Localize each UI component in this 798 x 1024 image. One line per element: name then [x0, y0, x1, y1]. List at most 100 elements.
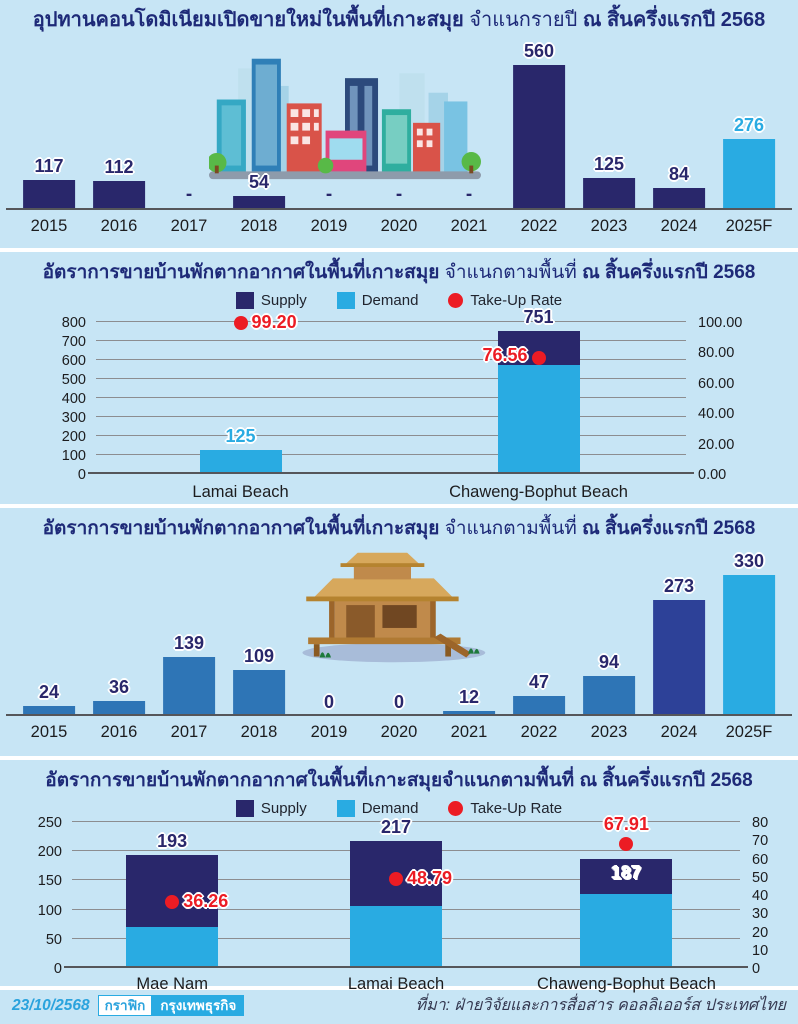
chart-legend: Supply Demand Take-Up Rate	[0, 796, 798, 820]
panel-divider	[0, 248, 798, 252]
x-axis-label: 2024	[660, 217, 698, 235]
x-axis-label: Chaweng-Bophut Beach	[449, 483, 628, 501]
villa-sales-chart-2: 250 200 150 100 50 0 80 70 60 50 40 30 20 10 0 193 36.26…	[38, 814, 768, 996]
right-axis-tick-label: 20.00	[698, 436, 735, 453]
bar-value-label: 0	[393, 692, 405, 712]
missing-value-dash: -	[325, 184, 333, 205]
missing-value-dash: -	[395, 184, 403, 205]
supply-bar	[580, 859, 673, 894]
publisher-badge: กราฟิก กรุงเทพธุรกิจ	[97, 995, 245, 1016]
x-axis-label: 2017	[170, 217, 208, 235]
legend-label: Supply	[260, 291, 307, 309]
right-axis-tick-label: 20	[752, 924, 769, 941]
takeup-rate-label: 48.79	[406, 867, 453, 888]
bar	[723, 575, 775, 716]
gridline	[96, 416, 686, 417]
left-axis-tick-label: 200	[37, 844, 62, 861]
bar-value-label: 273	[663, 576, 695, 596]
title-segment: อัตราการขายบ้านพักตากอากาศในพื้นที่เกาะส…	[45, 770, 580, 791]
panel-title: อัตราการขายบ้านพักตากอากาศในพื้นที่เกาะส…	[0, 252, 798, 286]
bar	[513, 696, 565, 716]
demand-swatch-icon	[336, 291, 355, 309]
bar	[653, 188, 705, 210]
panel-title: อัตราการขายบ้านพักตากอากาศในพื้นที่เกาะส…	[0, 760, 798, 794]
supply-bar	[126, 855, 219, 927]
demand-swatch-icon	[336, 799, 355, 817]
legend-label: Demand	[361, 291, 419, 309]
takeup-dot-icon	[448, 800, 464, 816]
legend-label: Take-Up Rate	[470, 291, 563, 309]
bar-value-label: 0	[323, 692, 335, 712]
demand-bar	[580, 894, 673, 968]
x-axis-label: 2016	[100, 723, 138, 741]
left-axis-tick-label: 100	[37, 902, 62, 919]
x-axis-label: 2021	[450, 217, 488, 235]
left-axis-tick-label: 400	[61, 391, 86, 407]
panel-title: อัตราการขายบ้านพักตากอากาศในพื้นที่เกาะส…	[0, 508, 798, 542]
x-axis-label: 2019	[310, 217, 348, 235]
gridline	[96, 359, 686, 360]
takeup-dot-icon	[448, 292, 464, 308]
x-axis-label: 2016	[100, 217, 138, 235]
x-axis-line	[6, 714, 792, 716]
legend-item-supply: Supply	[235, 291, 307, 309]
takeup-rate-dot	[531, 350, 546, 365]
title-segment: อุปทานคอนโดมิเนียมเปิดขายใหม่ในพื้นที่เก…	[32, 9, 470, 31]
bar	[163, 657, 215, 716]
legend-item-takeup: Take-Up Rate	[448, 292, 562, 309]
bar-value-label: 12	[458, 687, 480, 707]
legend-label: Demand	[361, 799, 419, 817]
right-axis-tick-label: 0	[752, 961, 761, 977]
missing-value-dash: -	[465, 184, 473, 205]
legend-item-takeup: Take-Up Rate	[448, 800, 562, 817]
bar-value-label: 560	[523, 41, 555, 61]
bar-value-label: 276	[733, 115, 765, 135]
bar-value-label: 125	[593, 154, 625, 174]
x-axis-label: 2019	[310, 723, 348, 741]
right-axis-tick-label: 40	[752, 888, 769, 904]
bar-value-label: 112	[104, 157, 134, 177]
source-credit: ที่มา: ฝ่ายวิจัยและการสื่อสาร คอลลิเออร์…	[415, 997, 786, 1014]
x-axis-label: 2021	[450, 723, 488, 741]
x-axis-label: 2025F	[725, 723, 773, 741]
bar-value-label: 109	[243, 646, 275, 666]
x-axis-label: 2022	[520, 723, 558, 741]
x-axis-label: 2018	[240, 723, 278, 741]
title-segment: จำแนกตามพื้นที่	[444, 262, 583, 283]
total-value-label: 187	[611, 863, 642, 883]
bar	[583, 676, 635, 716]
bar	[23, 706, 75, 716]
x-axis-label: 2015	[30, 217, 68, 235]
takeup-rate-label: 99.20	[251, 312, 297, 333]
chart-legend: Supply Demand Take-Up Rate	[0, 288, 798, 312]
x-axis-line	[88, 472, 694, 474]
legend-item-demand: Demand	[336, 799, 419, 817]
total-value-label: 751	[523, 307, 554, 327]
gridline	[96, 378, 686, 379]
legend-item-demand: Demand	[336, 291, 419, 309]
right-axis-tick-label: 70	[752, 833, 769, 850]
bar-value-label: 36	[108, 677, 130, 697]
supply-swatch-icon	[235, 291, 254, 309]
panel-divider	[0, 504, 798, 508]
demand-bar	[349, 906, 442, 968]
panel-divider	[0, 986, 798, 990]
bar-value-label: 139	[173, 633, 205, 653]
x-axis-label: Mae Nam	[136, 975, 208, 993]
right-axis-tick-label: 80	[752, 815, 769, 831]
bar-value-label: 94	[598, 652, 620, 672]
bar-value-label: 84	[668, 164, 690, 184]
panel-villa-sales-by-area-1: อัตราการขายบ้านพักตากอากาศในพื้นที่เกาะส…	[0, 252, 798, 504]
x-axis-label: 2023	[590, 723, 628, 741]
gridline	[96, 397, 686, 398]
x-axis-label: Chaweng-Bophut Beach	[537, 975, 716, 993]
left-axis-tick-label: 200	[61, 429, 86, 445]
panel-divider	[0, 756, 798, 760]
x-axis-line	[64, 966, 748, 968]
title-segment: อัตราการขายบ้านพักตากอากาศในพื้นที่เกาะส…	[42, 518, 445, 539]
panel-condo-supply-by-year: อุปทานคอนโดมิเนียมเปิดขายใหม่ในพื้นที่เก…	[0, 0, 798, 248]
x-axis-label: 2023	[590, 217, 628, 235]
x-axis-label: Lamai Beach	[347, 975, 445, 993]
right-axis-tick-label: 10	[752, 942, 769, 959]
